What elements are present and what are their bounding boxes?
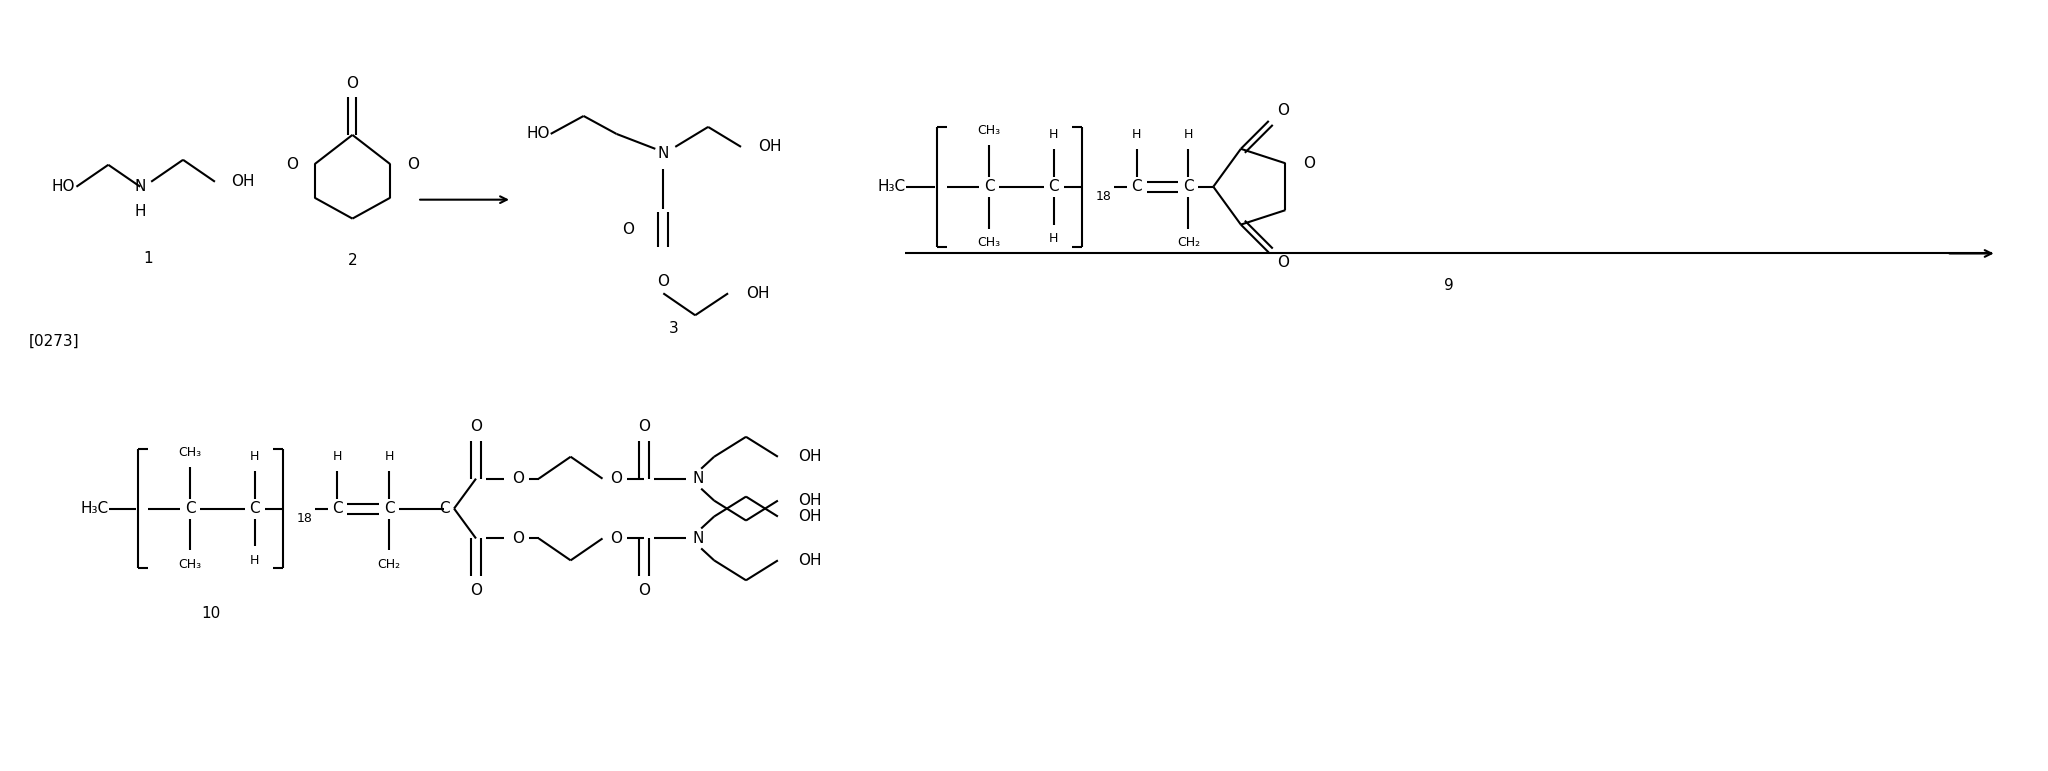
Text: H: H <box>1184 129 1194 141</box>
Text: O: O <box>512 471 524 487</box>
Text: O: O <box>285 157 297 172</box>
Text: [0273]: [0273] <box>29 334 80 348</box>
Text: OH: OH <box>745 286 770 301</box>
Text: HO: HO <box>526 126 549 141</box>
Text: O: O <box>1303 156 1315 171</box>
Text: OH: OH <box>231 174 254 189</box>
Text: O: O <box>346 76 358 91</box>
Text: H: H <box>250 554 260 567</box>
Text: H₃C: H₃C <box>877 179 905 194</box>
Text: CH₃: CH₃ <box>977 124 1001 137</box>
Text: CH₃: CH₃ <box>178 558 201 571</box>
Text: C: C <box>438 501 449 516</box>
Text: O: O <box>512 531 524 546</box>
Text: H: H <box>1133 129 1141 141</box>
Text: H: H <box>385 450 393 463</box>
Text: H: H <box>250 450 260 463</box>
Text: H: H <box>135 204 145 219</box>
Text: 3: 3 <box>668 321 678 335</box>
Text: O: O <box>469 583 481 598</box>
Text: N: N <box>657 146 670 161</box>
Text: 9: 9 <box>1444 278 1454 293</box>
Text: OH: OH <box>799 449 821 464</box>
Text: H: H <box>332 450 342 463</box>
Text: CH₂: CH₂ <box>377 558 401 571</box>
Text: N: N <box>692 531 705 546</box>
Text: 10: 10 <box>201 606 219 621</box>
Text: O: O <box>623 222 635 237</box>
Text: O: O <box>657 274 670 289</box>
Text: O: O <box>1276 103 1288 119</box>
Text: C: C <box>250 501 260 516</box>
Text: H₃C: H₃C <box>80 501 109 516</box>
Text: C: C <box>184 501 195 516</box>
Text: OH: OH <box>758 140 782 154</box>
Text: CH₂: CH₂ <box>1178 236 1200 249</box>
Text: H: H <box>1049 232 1059 245</box>
Text: C: C <box>983 179 995 194</box>
Text: 18: 18 <box>1096 190 1112 204</box>
Text: C: C <box>1049 179 1059 194</box>
Text: O: O <box>469 419 481 434</box>
Text: CH₃: CH₃ <box>977 236 1001 249</box>
Text: H: H <box>1049 129 1059 141</box>
Text: 18: 18 <box>297 512 313 525</box>
Text: O: O <box>408 157 420 172</box>
Text: HO: HO <box>51 179 76 194</box>
Text: O: O <box>639 419 651 434</box>
Text: C: C <box>1130 179 1143 194</box>
Text: OH: OH <box>799 509 821 524</box>
Text: OH: OH <box>799 553 821 568</box>
Text: 1: 1 <box>143 251 154 266</box>
Text: C: C <box>383 501 395 516</box>
Text: O: O <box>610 471 623 487</box>
Text: CH₃: CH₃ <box>178 446 201 460</box>
Text: O: O <box>639 583 651 598</box>
Text: N: N <box>135 179 145 194</box>
Text: N: N <box>692 471 705 487</box>
Text: 2: 2 <box>348 253 356 268</box>
Text: O: O <box>610 531 623 546</box>
Text: O: O <box>1276 255 1288 270</box>
Text: C: C <box>1184 179 1194 194</box>
Text: OH: OH <box>799 493 821 508</box>
Text: C: C <box>332 501 342 516</box>
